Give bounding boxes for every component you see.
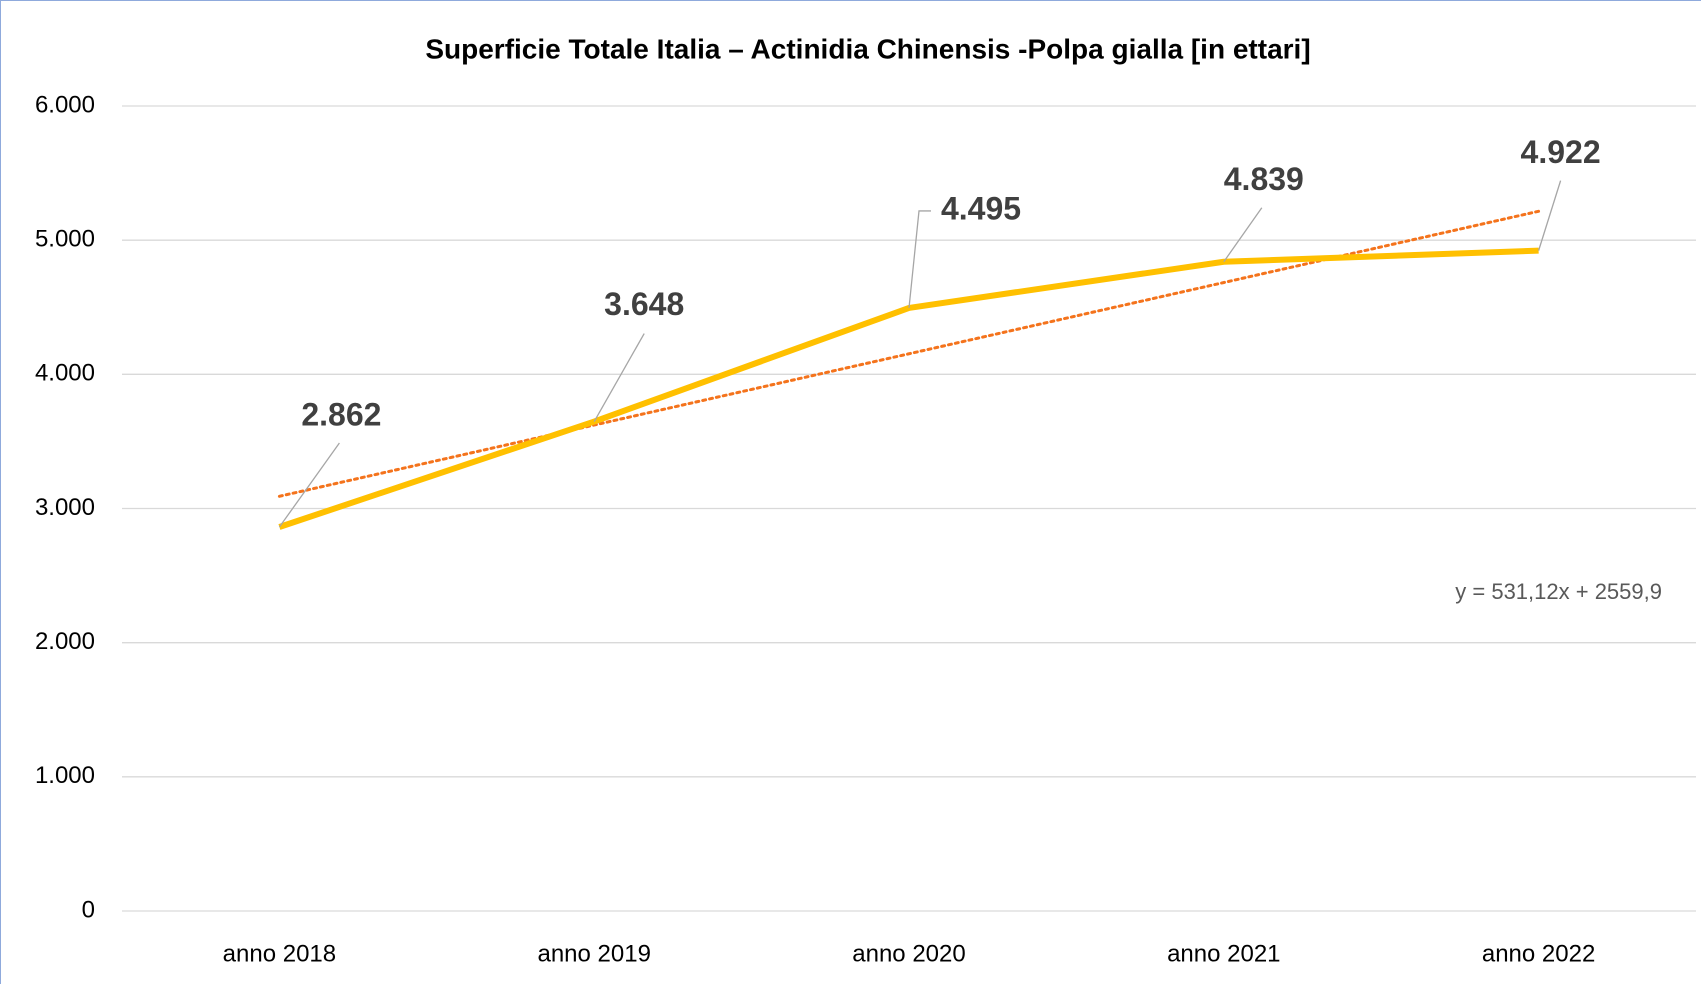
data-label: 4.495 [941, 190, 1021, 226]
x-tick-label: anno 2020 [852, 940, 965, 967]
y-tick-label: 1.000 [35, 762, 95, 789]
leader-line [1223, 207, 1263, 263]
leader-line [1537, 180, 1562, 251]
data-label: 4.922 [1521, 134, 1601, 170]
leader-line [908, 210, 931, 308]
leader-line [593, 333, 645, 422]
y-tick-label: 6.000 [35, 91, 95, 118]
x-tick-label: anno 2022 [1482, 940, 1595, 967]
y-tick-label: 4.000 [35, 360, 95, 387]
data-label: 2.862 [301, 396, 381, 432]
data-label: 4.839 [1224, 161, 1304, 197]
chart-title: Superficie Totale Italia – Actinidia Chi… [425, 33, 1310, 64]
leader-line [278, 442, 340, 528]
x-tick-label: anno 2021 [1167, 940, 1280, 967]
x-tick-label: anno 2019 [537, 940, 650, 967]
data-label: 3.648 [604, 286, 684, 322]
trendline [277, 209, 1541, 498]
y-tick-label: 2.000 [35, 628, 95, 655]
y-tick-label: 0 [82, 896, 95, 923]
y-tick-label: 3.000 [35, 494, 95, 521]
trendline-equation: y = 531,12x + 2559,9 [1455, 579, 1662, 604]
x-tick-label: anno 2018 [223, 940, 336, 967]
y-tick-label: 5.000 [35, 226, 95, 253]
